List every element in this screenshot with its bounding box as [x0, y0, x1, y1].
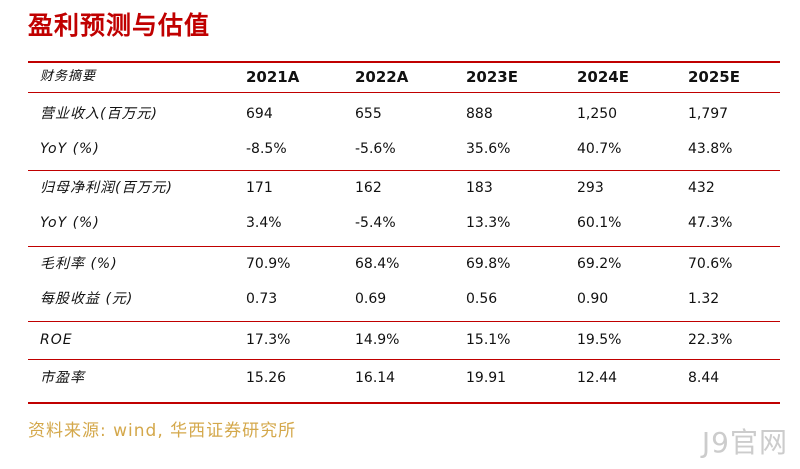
table-cell: 19.91 — [466, 370, 507, 386]
header-divider — [28, 92, 780, 93]
table-cell: 655 — [355, 106, 382, 122]
table-group-pe: 市盈率 15.26 16.14 19.91 12.44 8.44 — [28, 361, 780, 396]
table-cell: 69.2% — [577, 256, 622, 272]
row-label: YoY (%) — [40, 215, 100, 231]
watermark: J9官网 — [701, 426, 788, 459]
table-cell: 43.8% — [688, 141, 733, 157]
row-label: ROE — [40, 332, 73, 348]
table-cell: 1.32 — [688, 291, 720, 307]
table-cell: 69.8% — [466, 256, 511, 272]
table-cell: 12.44 — [577, 370, 618, 386]
table-bottom-rule — [28, 402, 780, 404]
group-divider — [28, 170, 780, 171]
table-row: ROE 17.3% 14.9% 15.1% 19.5% 22.3% — [28, 323, 780, 358]
row-label: 每股收益 (元) — [40, 291, 134, 307]
row-label: 市盈率 — [40, 370, 85, 386]
table-cell: 8.44 — [688, 370, 720, 386]
group-divider — [28, 246, 780, 247]
table-cell: 293 — [577, 180, 604, 196]
table-row: 市盈率 15.26 16.14 19.91 12.44 8.44 — [28, 361, 780, 396]
header-year: 2025E — [688, 68, 740, 86]
table-cell: 47.3% — [688, 215, 733, 231]
table-cell: 68.4% — [355, 256, 400, 272]
table-cell: 17.3% — [246, 332, 291, 348]
table-cell: 40.7% — [577, 141, 622, 157]
table-cell: 162 — [355, 180, 382, 196]
table-row: YoY (%) -8.5% -5.6% 35.6% 40.7% 43.8% — [28, 132, 780, 167]
row-label: 毛利率 (%) — [40, 256, 118, 272]
group-divider — [28, 321, 780, 322]
table-cell: 14.9% — [355, 332, 400, 348]
table-row: 毛利率 (%) 70.9% 68.4% 69.8% 69.2% 70.6% — [28, 247, 780, 282]
row-label: YoY (%) — [40, 141, 100, 157]
table-row: 每股收益 (元) 0.73 0.69 0.56 0.90 1.32 — [28, 282, 780, 317]
header-year: 2022A — [355, 68, 409, 86]
table-cell: 432 — [688, 180, 715, 196]
table-group-margins: 毛利率 (%) 70.9% 68.4% 69.8% 69.2% 70.6% 每股… — [28, 247, 780, 317]
source-note: 资料来源: wind, 华西证券研究所 — [28, 421, 297, 441]
table-cell: -5.6% — [355, 141, 396, 157]
header-label: 财务摘要 — [40, 69, 97, 84]
table-cell: 171 — [246, 180, 273, 196]
table-row: 营业收入(百万元) 694 655 888 1,250 1,797 — [28, 97, 780, 132]
table-cell: 3.4% — [246, 215, 282, 231]
page-title: 盈利预测与估值 — [28, 11, 211, 40]
table-cell: 70.9% — [246, 256, 291, 272]
table-cell: 888 — [466, 106, 493, 122]
table-cell: 1,250 — [577, 106, 618, 122]
table-cell: 15.26 — [246, 370, 287, 386]
group-divider — [28, 359, 780, 360]
row-label: 营业收入(百万元) — [40, 106, 158, 122]
table-group-roe: ROE 17.3% 14.9% 15.1% 19.5% 22.3% — [28, 323, 780, 358]
table-cell: 13.3% — [466, 215, 511, 231]
table-cell: 0.69 — [355, 291, 387, 307]
header-year: 2023E — [466, 68, 518, 86]
table-group-net-profit: 归母净利润(百万元) 171 162 183 293 432 YoY (%) 3… — [28, 171, 780, 241]
table-cell: 694 — [246, 106, 273, 122]
row-label: 归母净利润(百万元) — [40, 180, 173, 196]
table-cell: 22.3% — [688, 332, 733, 348]
table-cell: 60.1% — [577, 215, 622, 231]
table-cell: 183 — [466, 180, 493, 196]
table-cell: 0.90 — [577, 291, 609, 307]
table-cell: -5.4% — [355, 215, 396, 231]
table-cell: 0.73 — [246, 291, 278, 307]
table-row: 归母净利润(百万元) 171 162 183 293 432 — [28, 171, 780, 206]
table-cell: 16.14 — [355, 370, 396, 386]
table-cell: 70.6% — [688, 256, 733, 272]
table-row: YoY (%) 3.4% -5.4% 13.3% 60.1% 47.3% — [28, 206, 780, 241]
table-cell: -8.5% — [246, 141, 287, 157]
table-header-row: 财务摘要 2021A 2022A 2023E 2024E 2025E — [28, 63, 780, 91]
table-cell: 15.1% — [466, 332, 511, 348]
table-cell: 35.6% — [466, 141, 511, 157]
table-cell: 1,797 — [688, 106, 729, 122]
table-top-rule — [28, 61, 780, 63]
financial-summary-table: 财务摘要 2021A 2022A 2023E 2024E 2025E 营业收入(… — [28, 61, 780, 404]
table-group-revenue: 营业收入(百万元) 694 655 888 1,250 1,797 YoY (%… — [28, 97, 780, 167]
table-cell: 0.56 — [466, 291, 498, 307]
table-cell: 19.5% — [577, 332, 622, 348]
header-year: 2024E — [577, 68, 629, 86]
header-year: 2021A — [246, 68, 300, 86]
